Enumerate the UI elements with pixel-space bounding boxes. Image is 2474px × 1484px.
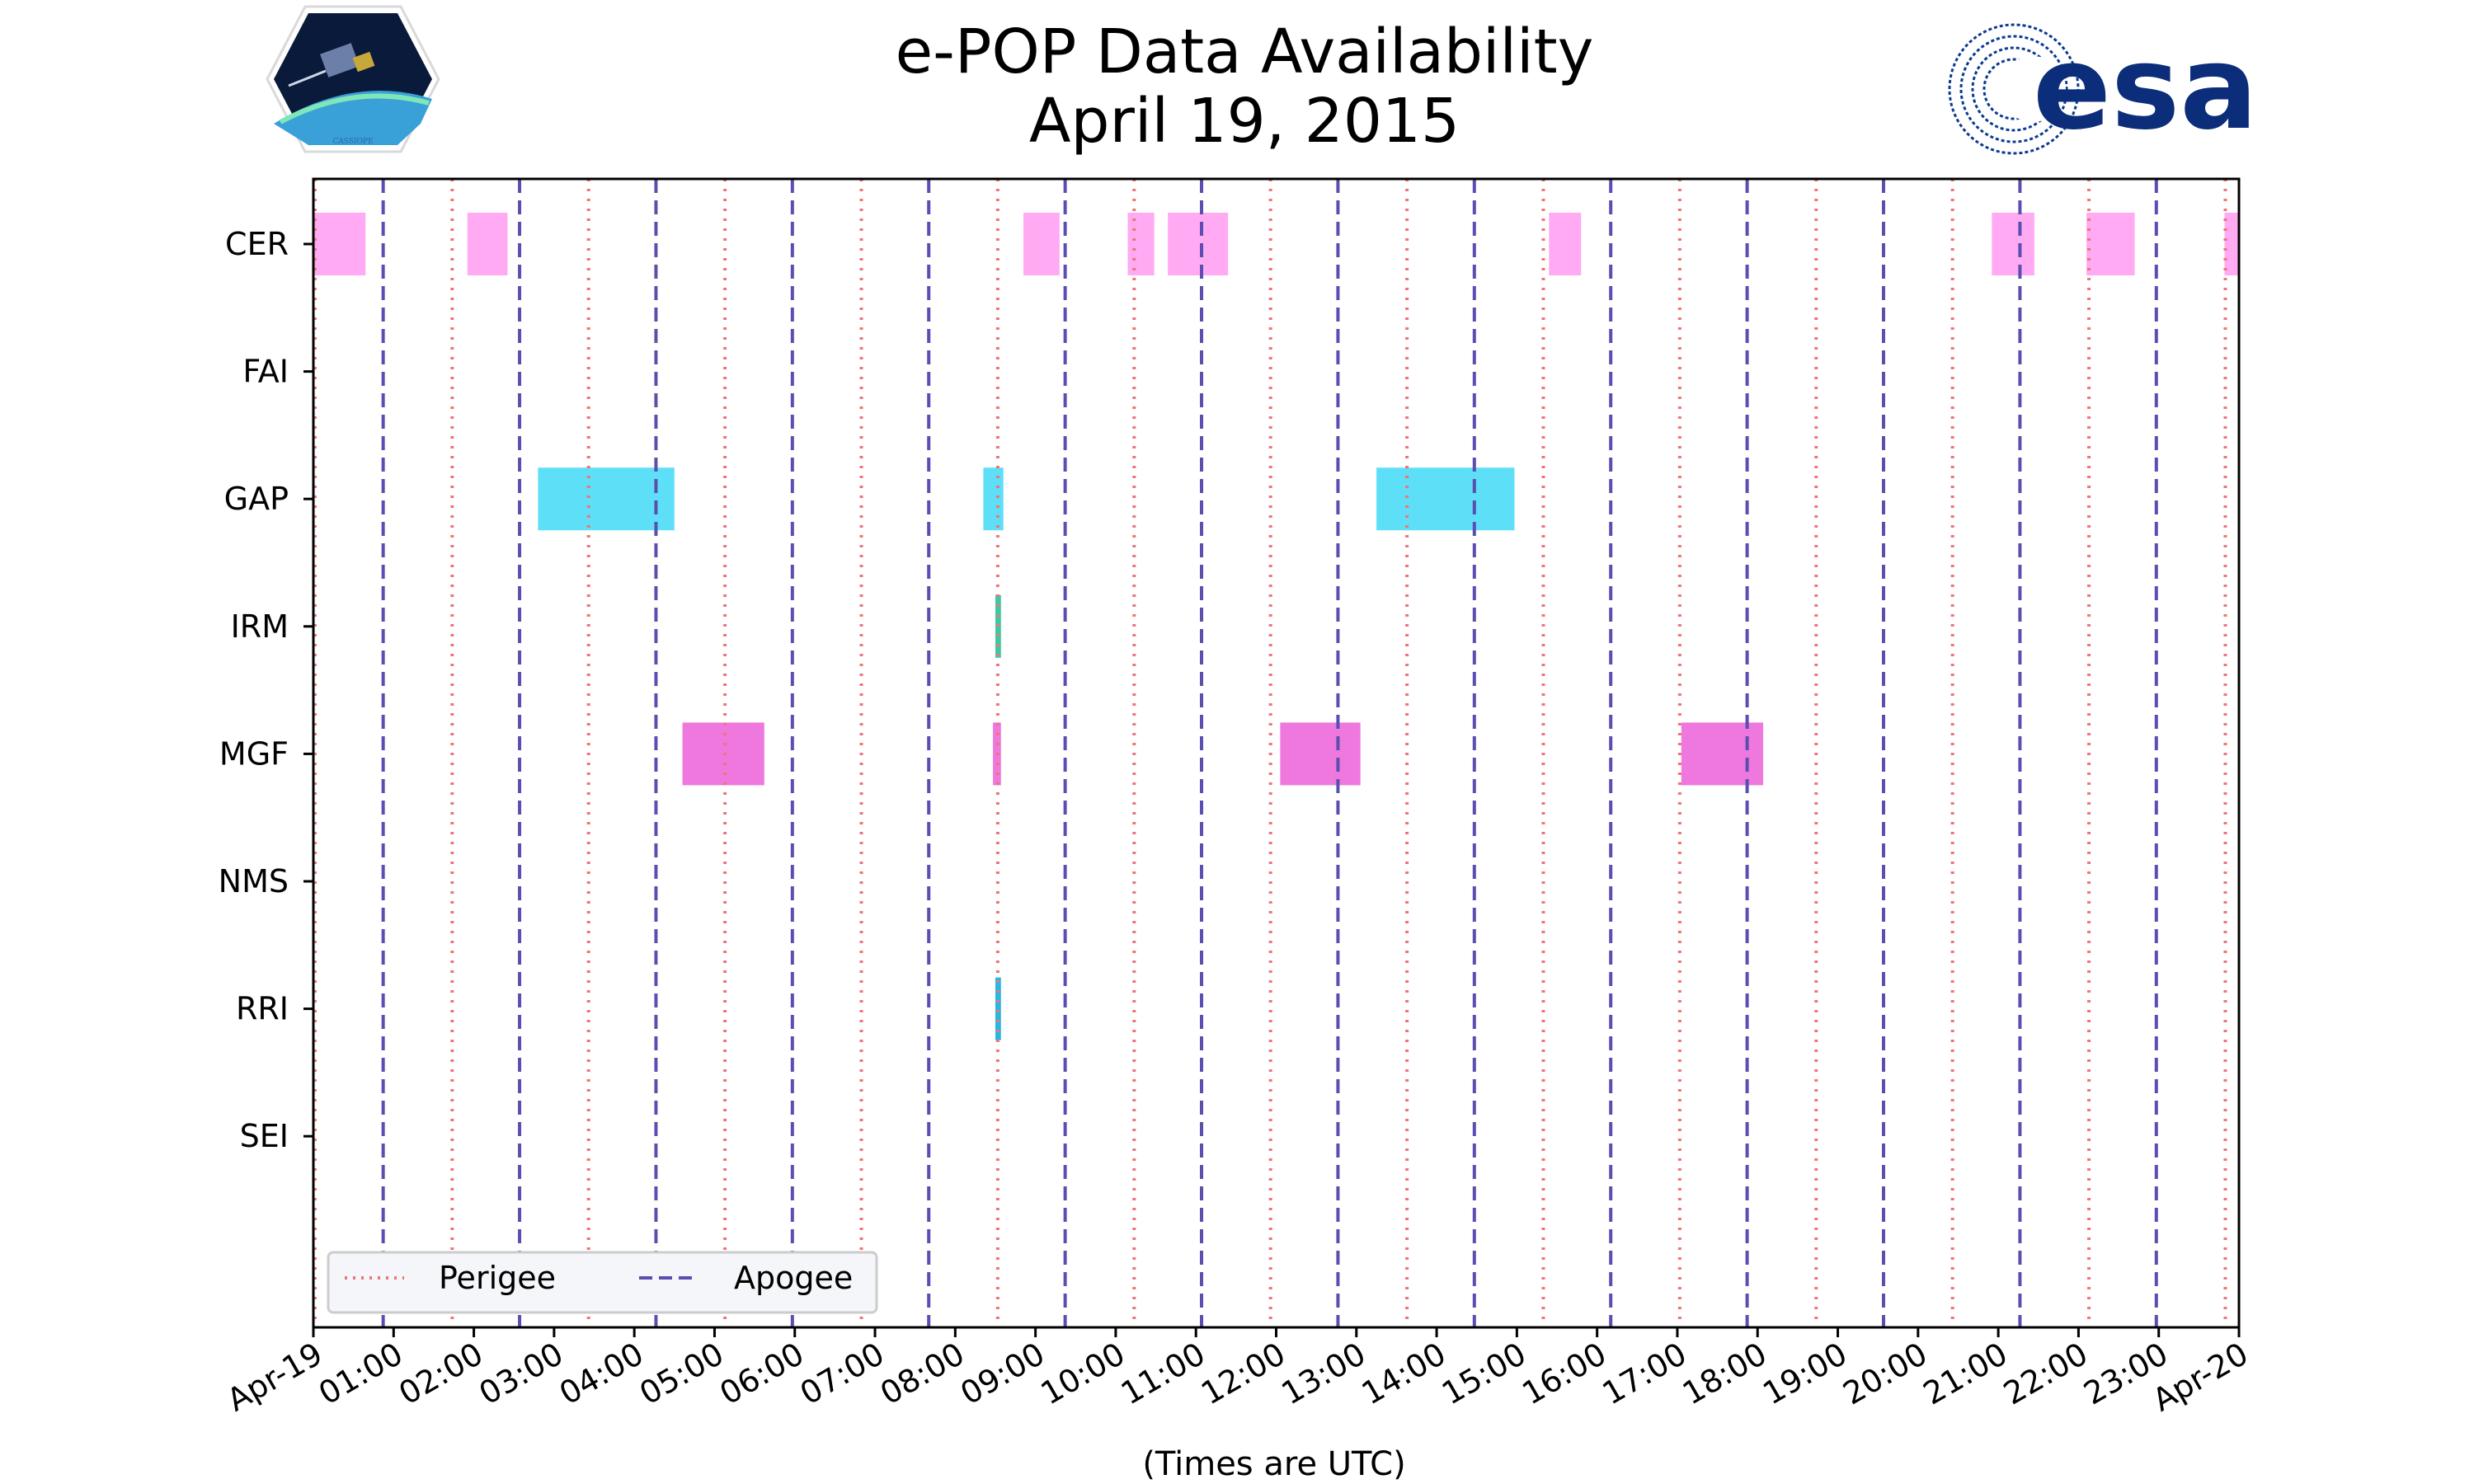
bar-mgf-15 — [1280, 722, 1361, 786]
x-tick-label-18: 18:00 — [1677, 1336, 1773, 1412]
y-tick-label-mgf: MGF — [219, 735, 289, 772]
legend-perigee-label: Perigee — [439, 1260, 556, 1296]
availability-bars — [313, 213, 2239, 1040]
y-tick-label-nms: NMS — [219, 863, 289, 899]
x-tick-label-17: 17:00 — [1597, 1336, 1693, 1412]
y-axis: CER FAI GAP IRM MGF NMS RRI SEI — [219, 226, 313, 1154]
x-tick-label-5: 05:00 — [633, 1336, 730, 1412]
cassiope-logo-caption: CASSIOPE — [332, 138, 373, 146]
x-tick-label-19: 19:00 — [1757, 1336, 1853, 1412]
x-axis: Apr-1901:0002:0003:0004:0005:0006:0007:0… — [221, 1327, 2255, 1418]
legend-frame — [327, 1251, 878, 1314]
y-tick-label-irm: IRM — [231, 608, 289, 645]
plot-area: CER FAI GAP IRM MGF NMS RRI SEI Apr-1901:0002:0… — [219, 177, 2255, 1418]
x-axis-label: (Times are UTC) — [1142, 1445, 1405, 1483]
legend: Perigee Apogee — [327, 1251, 878, 1314]
esa-logo-text: esa — [2033, 21, 2258, 156]
x-tick-label-12: 12:00 — [1195, 1336, 1291, 1412]
x-tick-label-8: 08:00 — [874, 1336, 971, 1412]
x-tick-label-6: 06:00 — [713, 1336, 810, 1412]
bar-mgf-16 — [1681, 722, 1764, 786]
x-tick-label-1: 01:00 — [313, 1336, 409, 1412]
bar-cer-1 — [467, 213, 508, 275]
y-tick-label-fai: FAI — [242, 354, 289, 390]
y-tick-label-cer: CER — [225, 226, 289, 262]
bar-cer-2 — [1023, 213, 1060, 275]
y-tick-label-rri: RRI — [236, 991, 289, 1027]
bar-gap-10 — [983, 467, 1004, 531]
bar-gap-9 — [538, 467, 675, 531]
y-tick-label-gap: GAP — [224, 481, 289, 517]
x-tick-label-2: 02:00 — [393, 1336, 489, 1412]
bar-cer-0 — [313, 213, 366, 275]
bar-rri-17 — [995, 977, 1001, 1040]
x-tick-label-22: 22:00 — [1997, 1336, 2094, 1412]
x-tick-label-11: 11:00 — [1115, 1336, 1211, 1412]
x-tick-label-13: 13:00 — [1275, 1336, 1371, 1412]
chart-title: e-POP Data Availability — [896, 16, 1594, 87]
x-tick-label-3: 03:00 — [473, 1336, 570, 1412]
bar-cer-4 — [1168, 213, 1229, 275]
x-tick-label-20: 20:00 — [1837, 1336, 1933, 1412]
x-tick-label-0: Apr-19 — [221, 1336, 329, 1419]
legend-apogee-label: Apogee — [734, 1260, 853, 1296]
esa-logo: esa — [1948, 21, 2258, 156]
y-tick-label-sei: SEI — [240, 1118, 289, 1154]
x-tick-label-9: 09:00 — [954, 1336, 1051, 1412]
x-tick-label-14: 14:00 — [1356, 1336, 1452, 1412]
bar-cer-3 — [1127, 213, 1155, 275]
bar-cer-6 — [1992, 213, 2034, 275]
bar-cer-8 — [2224, 213, 2239, 275]
x-tick-label-7: 07:00 — [794, 1336, 891, 1412]
chart-subtitle: April 19, 2015 — [1029, 86, 1460, 157]
x-tick-label-15: 15:00 — [1436, 1336, 1532, 1412]
bar-gap-11 — [1376, 467, 1515, 531]
orbit-lines — [313, 179, 2227, 1327]
x-tick-label-10: 10:00 — [1035, 1336, 1131, 1412]
cassiope-logo: CASSIOPE — [266, 5, 440, 153]
bar-cer-5 — [1549, 213, 1582, 275]
x-tick-label-16: 16:00 — [1516, 1336, 1612, 1412]
plot-frame — [312, 177, 2241, 1329]
bar-cer-7 — [2086, 213, 2135, 275]
x-tick-label-4: 04:00 — [553, 1336, 650, 1412]
x-tick-label-21: 21:00 — [1917, 1336, 2014, 1412]
